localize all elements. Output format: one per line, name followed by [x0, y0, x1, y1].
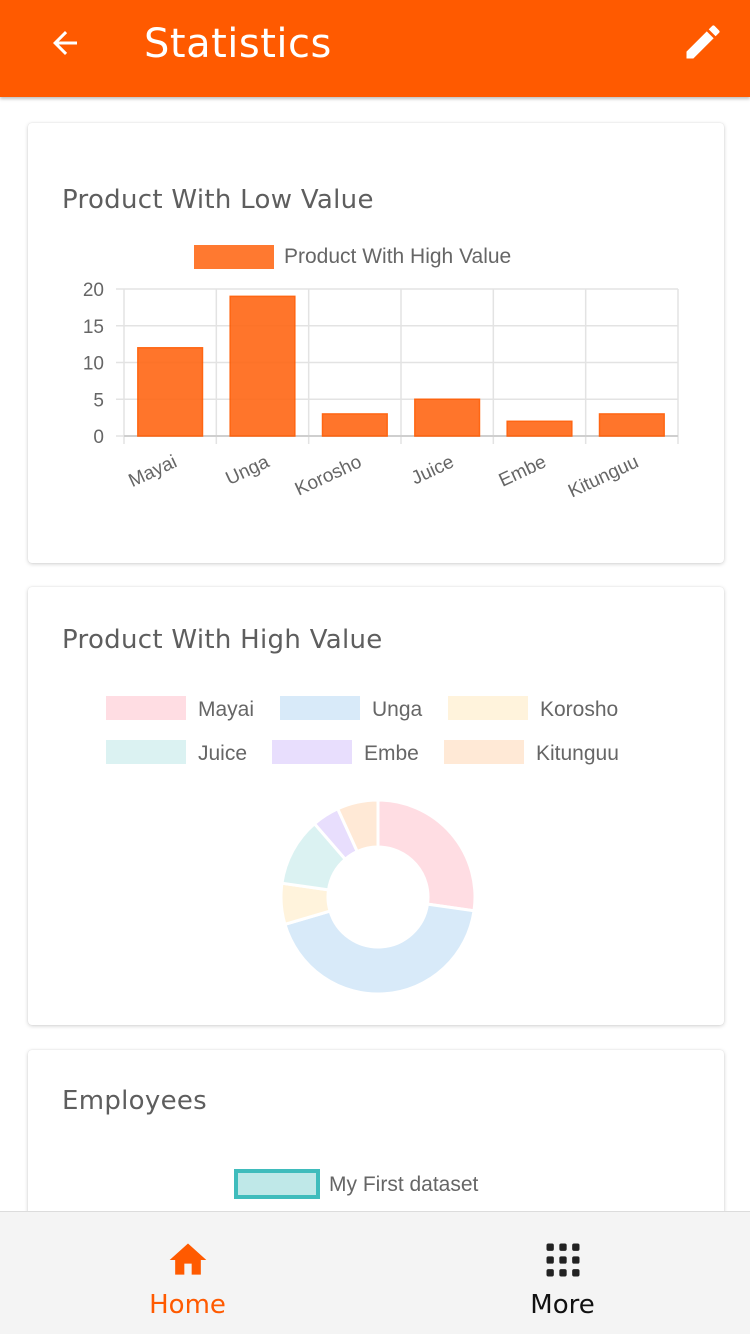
x-tick-label: Unga: [223, 451, 273, 489]
legend-swatch: [194, 245, 274, 269]
edit-button[interactable]: [678, 17, 728, 67]
legend-label: Juice: [198, 742, 247, 765]
x-tick-label: Kitunguu: [565, 451, 642, 502]
legend-swatch: [106, 740, 186, 764]
low-value-card: Product With Low Value Product With High…: [28, 123, 724, 563]
pie-slice: [335, 798, 380, 854]
legend-swatch: [444, 740, 524, 764]
employees-chart: My First dataset: [234, 1169, 479, 1199]
nav-home-label: Home: [149, 1290, 226, 1320]
legend-swatch: [106, 696, 186, 720]
legend-label: My First dataset: [329, 1173, 479, 1196]
legend-swatch: [448, 696, 528, 720]
bottom-nav: Home More: [0, 1211, 750, 1334]
bar: [506, 420, 573, 437]
bar-chart: Product With High Value 0 5 10 15 20 Mayai Unga…: [83, 245, 679, 502]
x-tick-label: Juice: [408, 451, 457, 489]
bar: [229, 295, 296, 437]
y-tick-label: 5: [93, 390, 104, 411]
x-tick-label: Embe: [496, 451, 550, 491]
bar: [321, 413, 388, 437]
app-bar: Statistics: [0, 0, 750, 97]
page-title: Statistics: [144, 21, 332, 67]
chart-legend: My First dataset: [234, 1169, 479, 1199]
legend-swatch: [272, 740, 352, 764]
back-button[interactable]: [40, 18, 90, 68]
card-title: Product With High Value: [62, 625, 383, 655]
bar: [137, 347, 204, 437]
bar: [598, 413, 665, 437]
legend-label: Unga: [372, 698, 423, 721]
nav-home[interactable]: Home: [0, 1212, 375, 1334]
y-tick-label: 10: [83, 354, 104, 375]
legend-swatch: [280, 696, 360, 720]
y-tick-label: 15: [83, 317, 104, 338]
y-tick-label: 20: [83, 280, 104, 301]
legend-label: Mayai: [198, 698, 254, 721]
card-title: Employees: [62, 1086, 208, 1116]
content-scroll[interactable]: Product With Low Value Product With High…: [0, 97, 750, 1211]
x-tick-label: Korosho: [292, 451, 365, 500]
legend-swatch: [234, 1169, 320, 1199]
employees-card: Employees My First dataset: [28, 1050, 724, 1211]
pie-slice: [283, 902, 476, 996]
chart-legend: Product With High Value: [194, 245, 511, 269]
y-tick-label: 0: [93, 427, 104, 448]
x-tick-label: Mayai: [125, 451, 180, 491]
legend-label: Korosho: [540, 698, 618, 721]
grid-icon: [546, 1243, 579, 1277]
card-title: Product With Low Value: [62, 185, 374, 215]
home-icon: [169, 1243, 206, 1275]
legend-label: Product With High Value: [284, 245, 511, 268]
arrow-left-icon: [53, 31, 77, 55]
pencil-icon: [686, 25, 720, 59]
bar: [414, 398, 481, 437]
legend-label: Kitunguu: [536, 742, 619, 765]
nav-more[interactable]: More: [375, 1212, 750, 1334]
pie-slice: [376, 798, 477, 913]
nav-more-label: More: [530, 1290, 595, 1320]
high-value-card: Product With High Value Mayai Unga Korosho…: [28, 587, 724, 1025]
legend-label: Embe: [364, 742, 419, 765]
chart-legend: Mayai Unga Korosho Juice Embe Kitunguu: [106, 696, 619, 765]
donut-chart: Mayai Unga Korosho Juice Embe Kitunguu: [106, 696, 619, 996]
